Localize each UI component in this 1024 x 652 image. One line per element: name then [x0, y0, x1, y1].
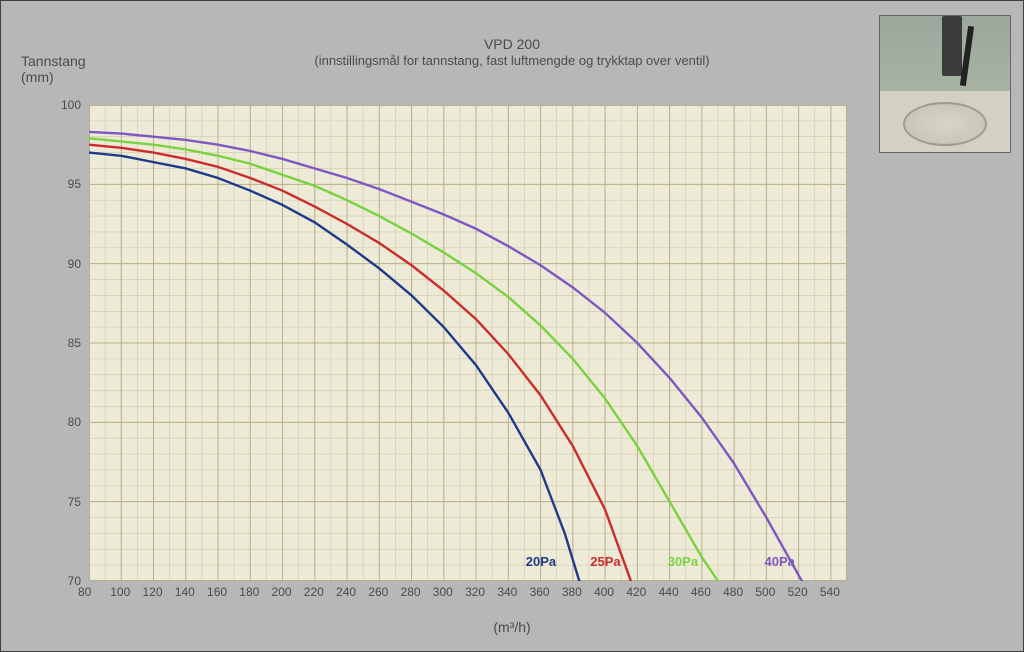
x-tick-label: 320	[465, 585, 485, 599]
x-tick-label: 140	[175, 585, 195, 599]
x-tick-label: 360	[530, 585, 550, 599]
y-tick-label: 95	[68, 177, 81, 191]
chart-title-line2: (innstillingsmål for tannstang, fast luf…	[1, 53, 1023, 70]
lines-svg	[89, 105, 847, 581]
y-tick-label: 85	[68, 336, 81, 350]
plot-area	[89, 105, 847, 581]
chart-title: VPD 200 (innstillingsmål for tannstang, …	[1, 35, 1023, 70]
x-tick-label: 540	[820, 585, 840, 599]
series-40pa-label: 40Pa	[764, 554, 794, 569]
x-tick-label: 520	[788, 585, 808, 599]
series-30pa	[89, 138, 718, 581]
x-tick-label: 440	[659, 585, 679, 599]
x-tick-label: 200	[272, 585, 292, 599]
series-40pa	[89, 132, 802, 581]
x-tick-label: 120	[143, 585, 163, 599]
series-25pa-label: 25Pa	[590, 554, 620, 569]
x-tick-label: 280	[401, 585, 421, 599]
x-tick-label: 240	[336, 585, 356, 599]
y-axis-title-line2: (mm)	[21, 69, 86, 85]
x-tick-label: 80	[78, 585, 91, 599]
x-tick-label: 340	[497, 585, 517, 599]
inset-photo-tool	[942, 16, 962, 76]
x-tick-label: 160	[207, 585, 227, 599]
x-tick-label: 400	[594, 585, 614, 599]
inset-photo-disc	[903, 102, 987, 146]
series-20pa-label: 20Pa	[526, 554, 556, 569]
y-axis-title: Tannstang (mm)	[21, 53, 86, 85]
y-tick-label: 100	[61, 98, 81, 112]
y-tick-label: 80	[68, 415, 81, 429]
inset-photo	[879, 15, 1011, 153]
x-tick-label: 460	[691, 585, 711, 599]
series-30pa-label: 30Pa	[668, 554, 698, 569]
x-tick-label: 420	[626, 585, 646, 599]
y-tick-label: 90	[68, 257, 81, 271]
series-25pa	[89, 145, 631, 581]
y-axis-title-line1: Tannstang	[21, 53, 86, 69]
x-tick-label: 180	[239, 585, 259, 599]
y-tick-label: 75	[68, 495, 81, 509]
chart-frame: VPD 200 (innstillingsmål for tannstang, …	[0, 0, 1024, 652]
x-tick-label: 480	[723, 585, 743, 599]
x-tick-label: 220	[304, 585, 324, 599]
x-tick-label: 260	[368, 585, 388, 599]
x-tick-label: 500	[755, 585, 775, 599]
x-axis-title: (m³/h)	[1, 619, 1023, 635]
chart-title-line1: VPD 200	[1, 35, 1023, 53]
x-tick-label: 100	[110, 585, 130, 599]
x-tick-label: 380	[562, 585, 582, 599]
x-tick-label: 300	[433, 585, 453, 599]
